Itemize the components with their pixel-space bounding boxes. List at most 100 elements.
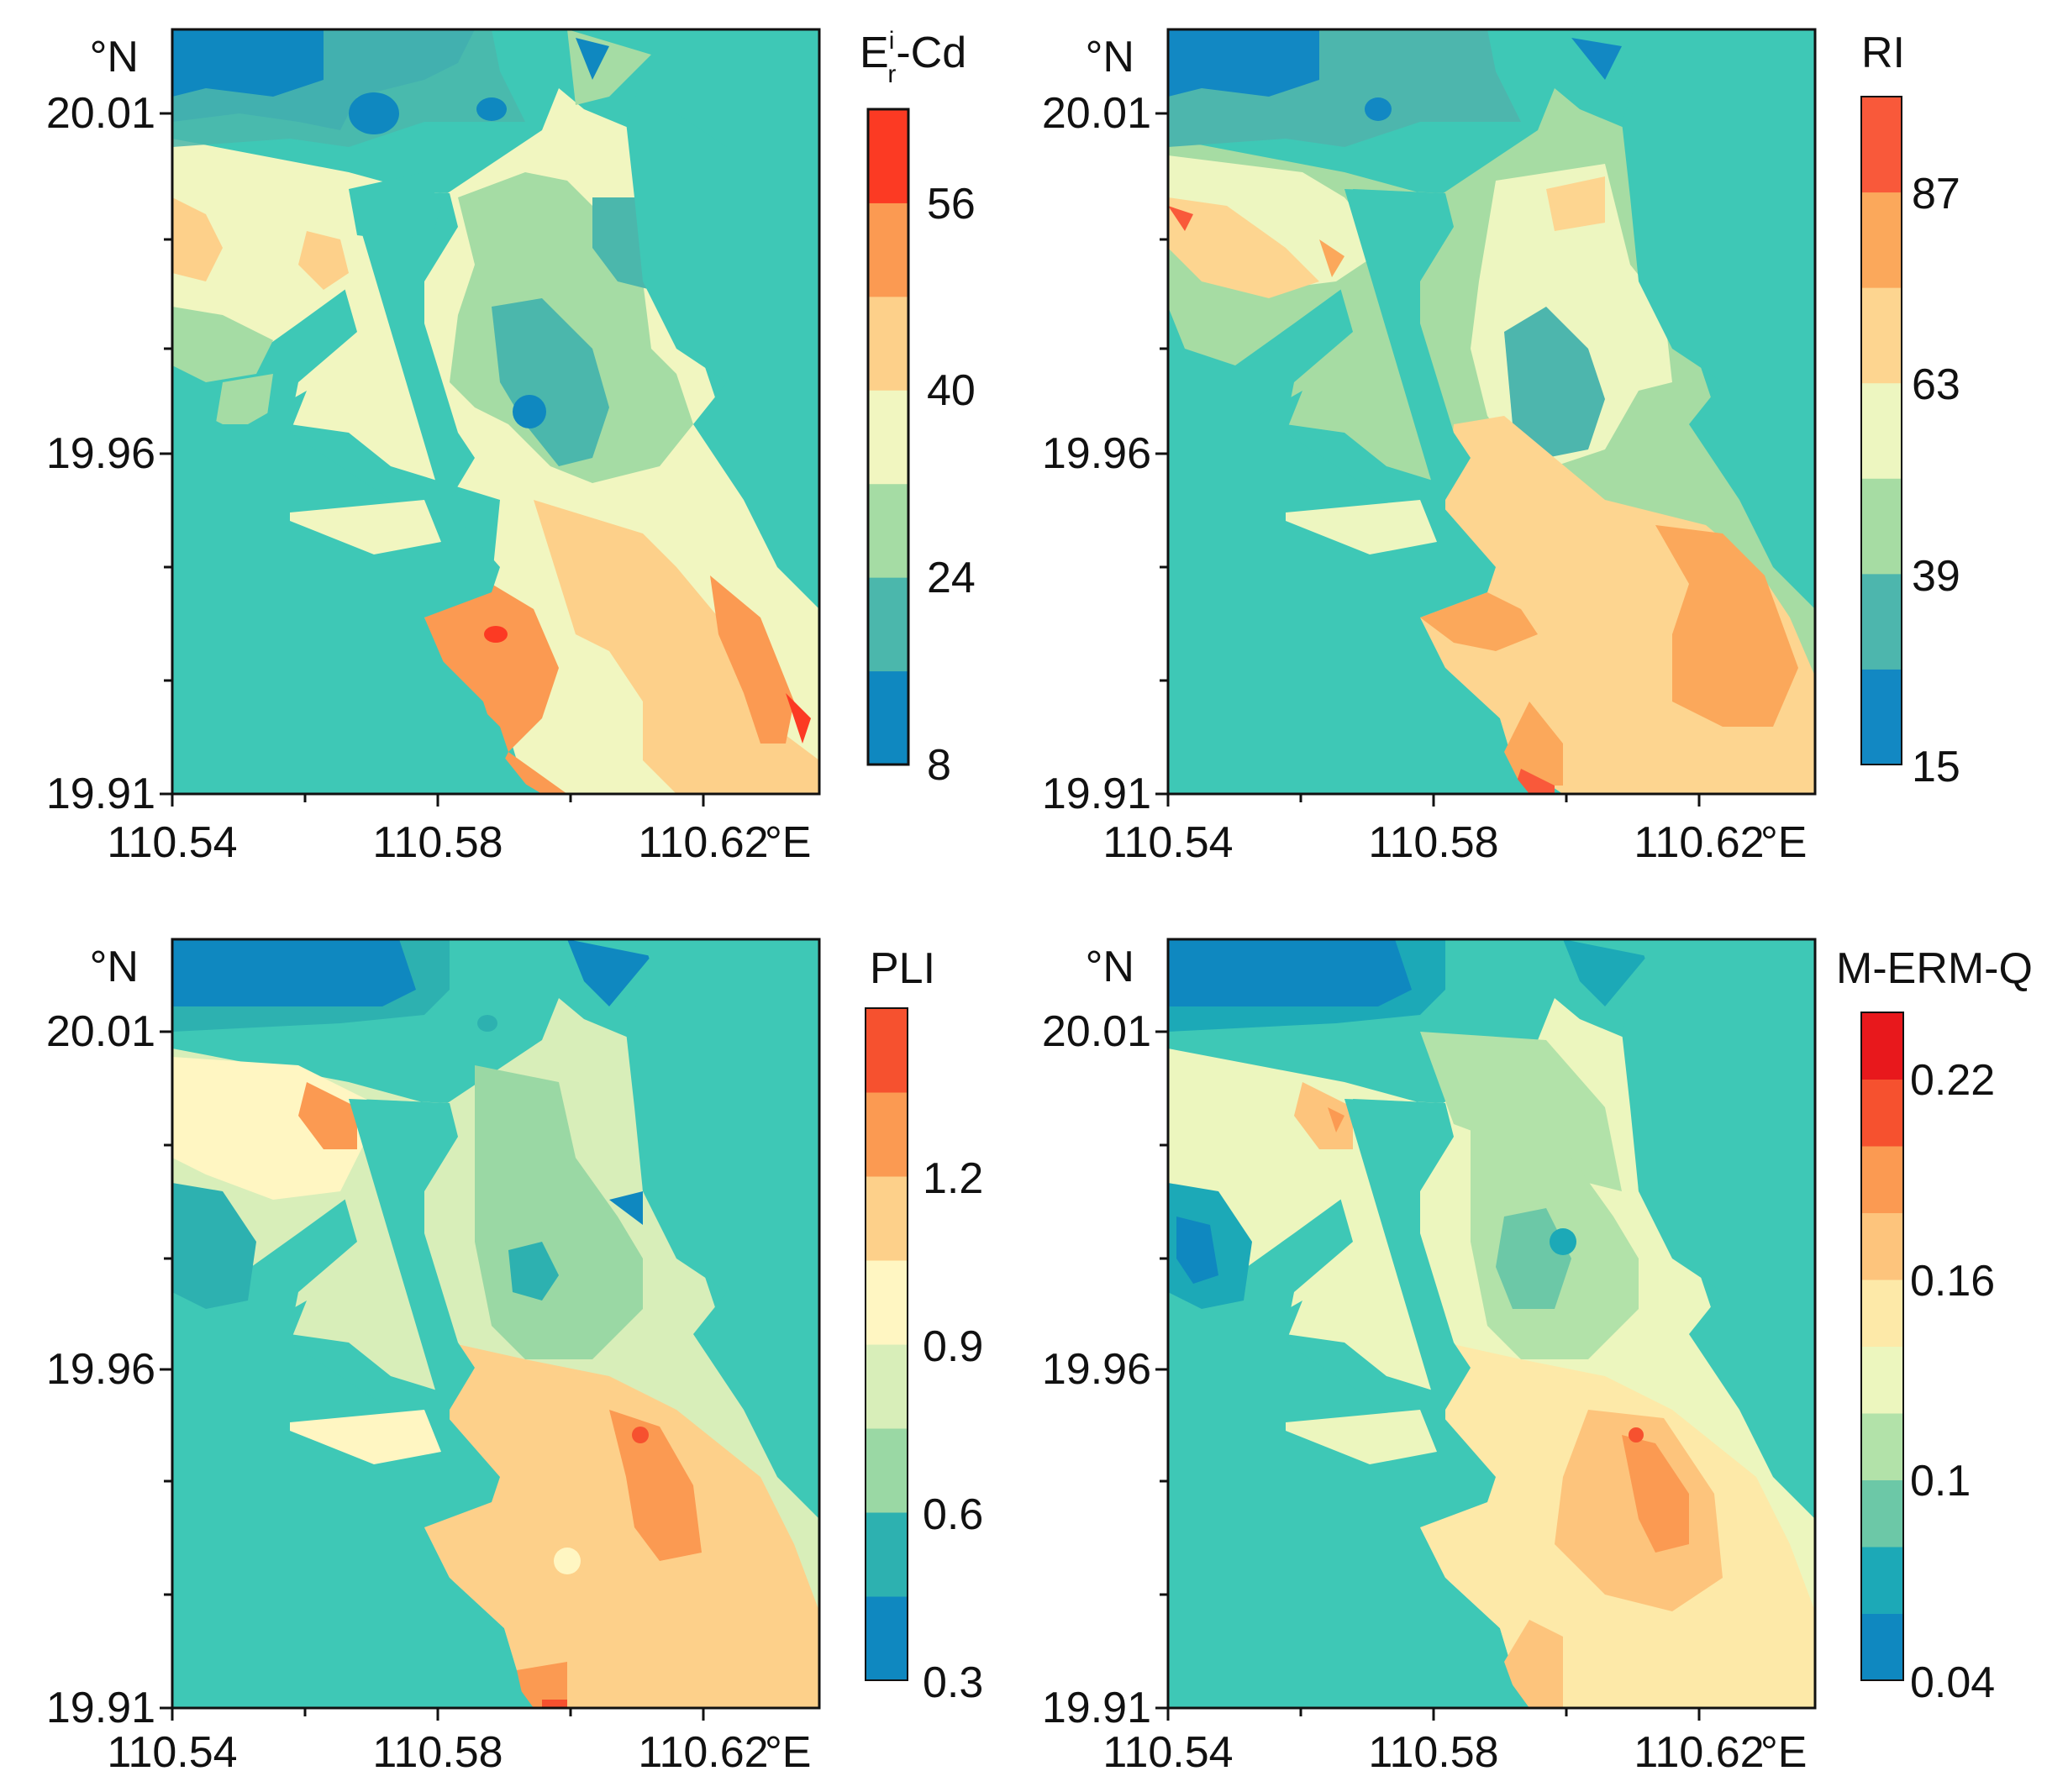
x-tick-label: 110.58 [1368, 1728, 1498, 1777]
y-tick-label: 19.91 [1042, 1684, 1151, 1732]
x-tick-label: 110.54 [1102, 818, 1233, 867]
colorbar-label: 15 [1912, 743, 1960, 791]
colorbar-bands [1861, 97, 1902, 765]
colorbar-band [1861, 1280, 1903, 1347]
colorbar-band [866, 1176, 908, 1261]
axis-ticks [1155, 1030, 1701, 1721]
colorbar-band [1861, 1613, 1903, 1681]
y-unit-label: °N [90, 943, 139, 991]
x-unit-label: °E [1760, 1728, 1807, 1777]
colorbar-title: PLI [870, 944, 935, 993]
colorbar-band [1861, 97, 1902, 193]
colorbar-title: Ei r-Cd [860, 27, 966, 88]
y-unit-label: °N [1086, 33, 1134, 81]
colorbar-band [1861, 1012, 1903, 1080]
y-unit-label: °N [90, 33, 139, 81]
colorbar-label: 87 [1912, 170, 1960, 218]
colorbar-merm: M-ERM-Q 0.04 0.1 0.16 0.22 [1836, 944, 2033, 1707]
axis-ticks [160, 112, 705, 807]
x-tick-label: 110.58 [372, 818, 503, 867]
y-tick-label: 19.96 [1042, 1345, 1151, 1394]
colorbar-ri: RI 15 39 63 87 [1860, 29, 1960, 791]
colorbar-label: 0.16 [1910, 1257, 1995, 1306]
colorbar-label: 0.3 [923, 1658, 983, 1707]
colorbar-pli: PLI 0.3 0.6 0.9 1.2 [865, 944, 983, 1707]
map-area [1168, 939, 1815, 1708]
colorbar-band [866, 1092, 908, 1177]
colorbar-band [866, 1428, 908, 1513]
colorbar-band [1861, 1479, 1903, 1548]
colorbar-band [866, 1008, 908, 1093]
map-frame [171, 938, 821, 1710]
colorbar-band [866, 1596, 908, 1681]
colorbar-band [868, 296, 908, 391]
y-tick-label: 20.01 [1042, 1007, 1151, 1056]
y-tick-label: 19.96 [46, 1345, 155, 1394]
colorbar-band [1861, 1146, 1903, 1213]
y-unit-label: °N [1086, 943, 1134, 991]
map-area [1168, 29, 1815, 794]
colorbar-band [1861, 1547, 1903, 1614]
colorbar-band [1861, 1212, 1903, 1280]
panel-pli: 20.01 19.96 19.91 °N 110.54 110.58 110.6… [46, 938, 821, 1777]
colorbar-band [1861, 287, 1902, 384]
colorbar-label: 0.04 [1910, 1658, 1995, 1707]
colorbar-band [1861, 192, 1902, 288]
colorbar-bands [866, 1008, 908, 1681]
x-unit-label: °E [765, 1728, 811, 1777]
colorbar-label: 0.22 [1910, 1056, 1995, 1105]
colorbar-band [1861, 573, 1902, 670]
x-tick-label: 110.62 [1634, 1728, 1764, 1777]
x-tick-label: 110.58 [372, 1728, 503, 1777]
x-tick-label: 110.62 [1634, 818, 1764, 867]
x-tick-label: 110.58 [1368, 818, 1498, 867]
y-tick-label: 19.96 [46, 429, 155, 478]
map-frame [171, 28, 821, 796]
colorbar-band [1861, 1079, 1903, 1147]
colorbar-band [868, 390, 908, 485]
x-tick-label: 110.54 [107, 818, 237, 867]
y-tick-label: 19.91 [46, 770, 155, 818]
axis-ticks [160, 1030, 705, 1721]
axis-ticks [1155, 112, 1701, 807]
colorbar-label: 0.6 [923, 1490, 983, 1539]
colorbar-title: RI [1861, 29, 1905, 77]
y-tick-label: 19.96 [1042, 429, 1151, 478]
colorbar-band [868, 483, 908, 578]
map-frame [1166, 28, 1817, 796]
y-tick-label: 20.01 [46, 1007, 155, 1056]
colorbar-label: 39 [1912, 552, 1960, 601]
colorbar-band [1861, 1413, 1903, 1480]
x-tick-label: 110.62 [638, 1728, 768, 1777]
panel-merm: 20.01 19.96 19.91 °N 110.54 110.58 110.6… [1042, 938, 1817, 1777]
map-area [172, 939, 819, 1708]
colorbar-band [1861, 669, 1902, 765]
colorbar-band [868, 670, 908, 765]
colorbar-frame [1860, 1012, 1904, 1681]
colorbar-band [866, 1260, 908, 1345]
colorbar-band [868, 202, 908, 297]
x-tick-label: 110.54 [1102, 1728, 1233, 1777]
colorbar-band [866, 1344, 908, 1429]
colorbar-band [1861, 1346, 1903, 1414]
panel-ri: 20.01 19.96 19.91 °N 110.54 110.58 110.6… [1042, 28, 1817, 867]
x-tick-label: 110.54 [107, 1728, 237, 1777]
colorbar-frame [865, 1007, 908, 1681]
colorbar-title: M-ERM-Q [1836, 944, 2033, 993]
colorbar-label: 0.1 [1910, 1457, 1971, 1506]
y-tick-label: 19.91 [1042, 770, 1151, 818]
colorbar-label: 63 [1912, 360, 1960, 409]
colorbar-label: 56 [927, 180, 976, 229]
colorbar-label: 8 [927, 741, 951, 790]
colorbar-frame [866, 108, 910, 766]
colorbar-band [868, 577, 908, 672]
colorbar-frame [1860, 96, 1902, 765]
y-tick-label: 20.01 [1042, 89, 1151, 138]
y-tick-label: 20.01 [46, 89, 155, 138]
colorbar-band [868, 109, 908, 203]
colorbar-bands [1861, 1012, 1903, 1681]
colorbar-label: 24 [927, 554, 976, 602]
colorbar-bands [868, 109, 908, 765]
panel-cd: 20.01 19.96 19.91 °N 110.54 110.58 110.6… [46, 28, 821, 867]
colorbar-band [1861, 382, 1902, 479]
